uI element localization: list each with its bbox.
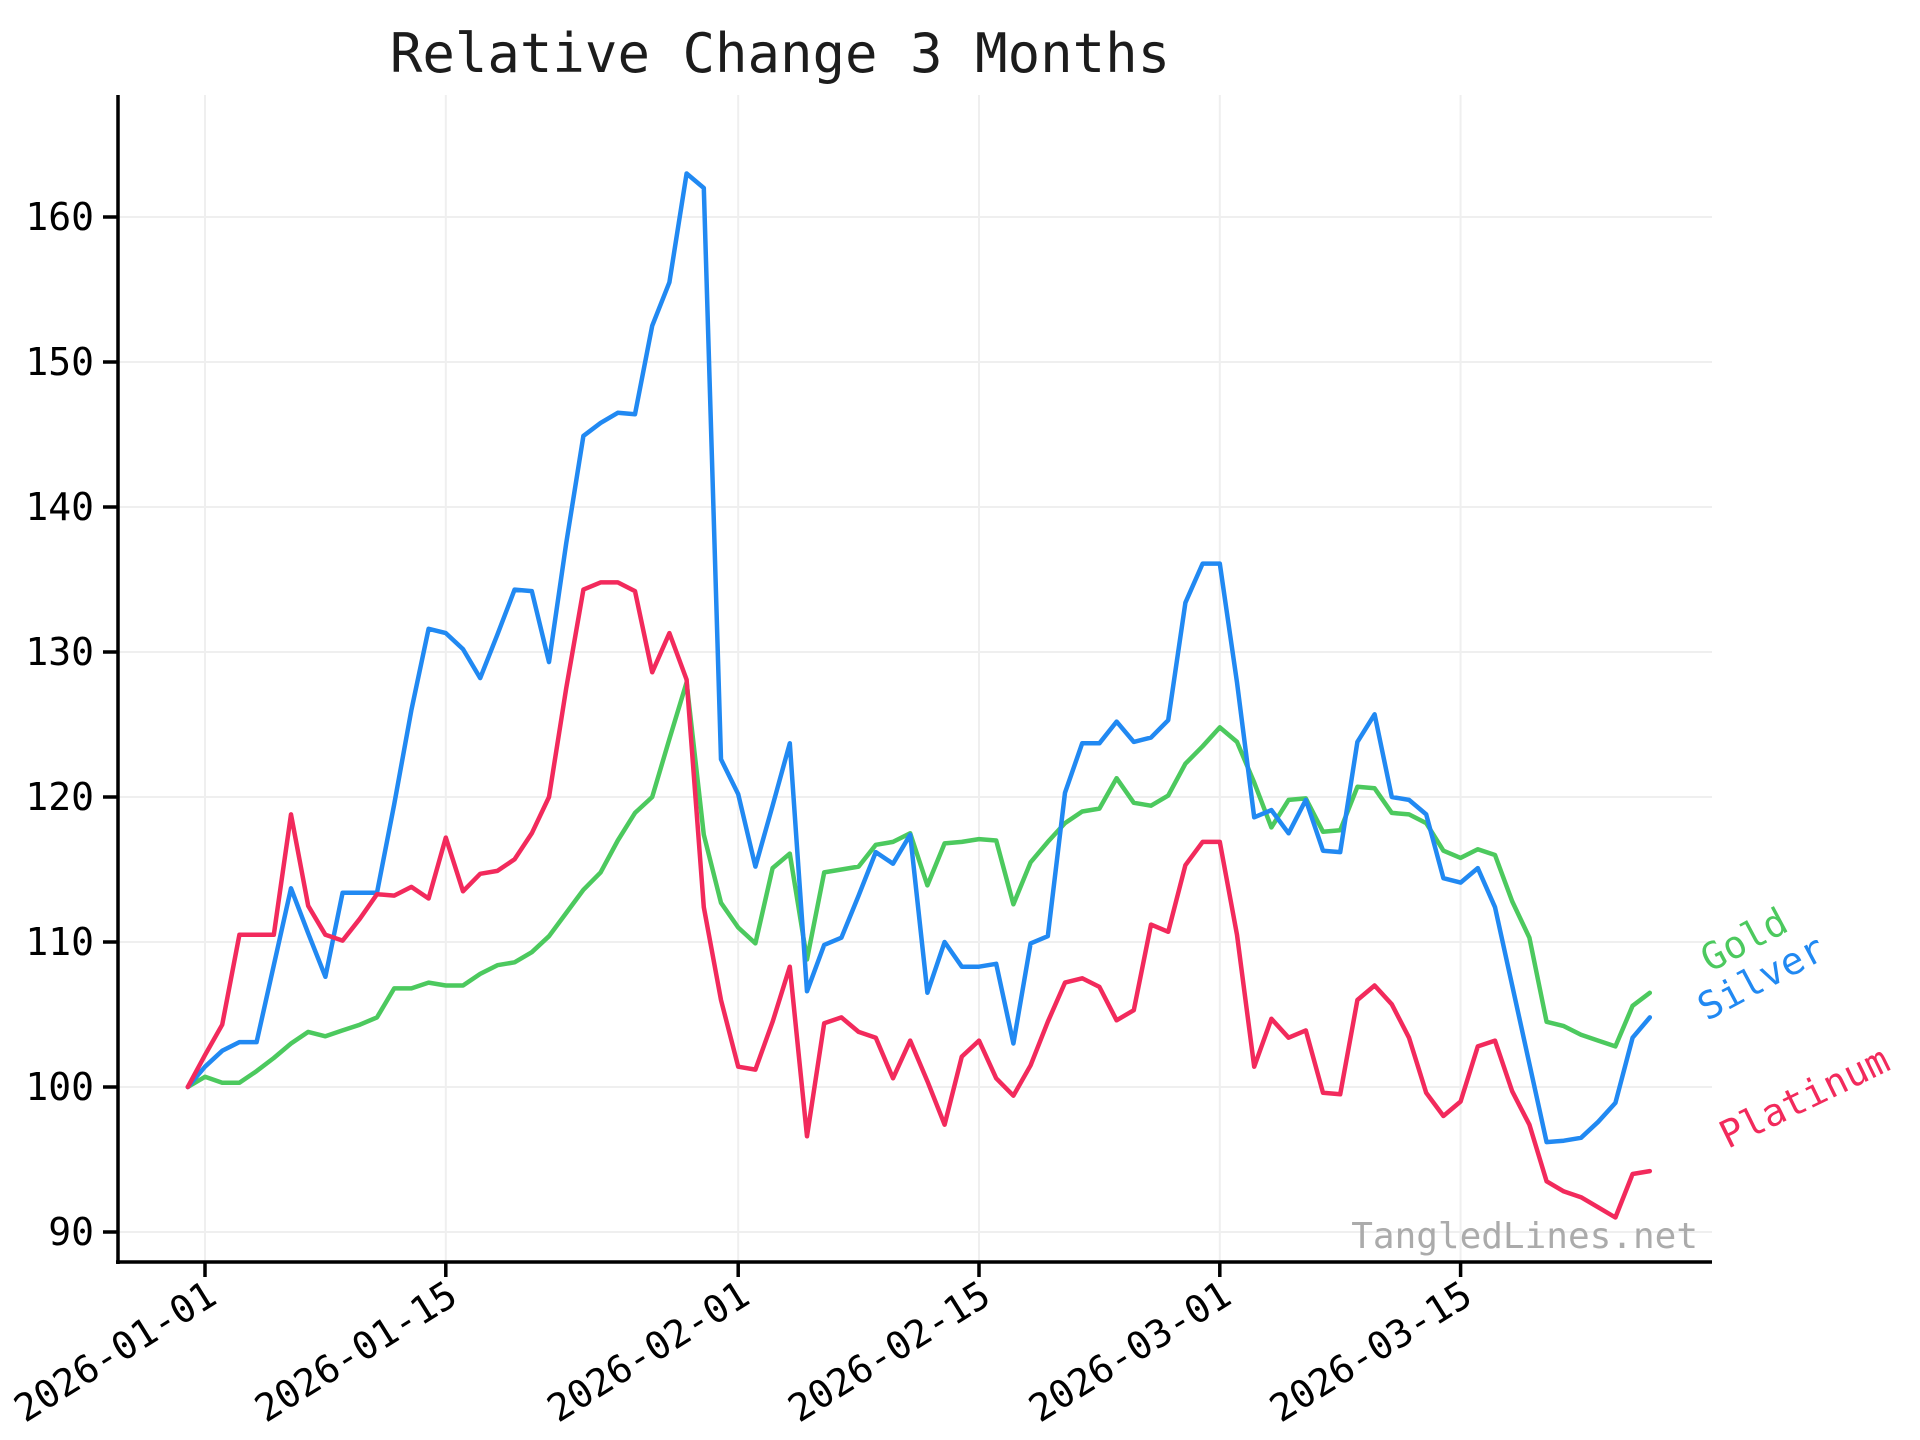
platinum-line bbox=[185, 580, 1653, 1220]
y-tick-label: 150 bbox=[25, 340, 94, 384]
axes-spines bbox=[116, 95, 1712, 1264]
x-tick-label: 2026-03-01 bbox=[1021, 1272, 1238, 1431]
y-tick-label: 140 bbox=[25, 485, 94, 529]
x-tick-label: 2026-01-01 bbox=[6, 1272, 223, 1431]
y-tick-label: 90 bbox=[48, 1210, 94, 1254]
y-tick-label: 120 bbox=[25, 775, 94, 819]
x-tick-label: 2026-01-15 bbox=[247, 1272, 464, 1431]
x-tick-label: 2026-03-15 bbox=[1262, 1272, 1479, 1431]
watermark: TangledLines.net bbox=[1351, 1216, 1698, 1257]
y-tick-label: 110 bbox=[25, 920, 94, 964]
gridlines bbox=[118, 95, 1712, 1262]
y-tick-label: 130 bbox=[25, 630, 94, 674]
y-tick-label: 100 bbox=[25, 1065, 94, 1109]
chart-title: Relative Change 3 Months bbox=[389, 22, 1171, 85]
gold-line bbox=[185, 680, 1653, 1090]
y-tick-label: 160 bbox=[25, 195, 94, 239]
x-tick-label: 2026-02-15 bbox=[780, 1272, 997, 1431]
silver-line bbox=[185, 171, 1653, 1145]
x-tick-label: 2026-02-01 bbox=[540, 1272, 757, 1431]
tick-marks bbox=[103, 215, 1463, 1277]
series-label-platinum: Platinum bbox=[1712, 1037, 1896, 1157]
